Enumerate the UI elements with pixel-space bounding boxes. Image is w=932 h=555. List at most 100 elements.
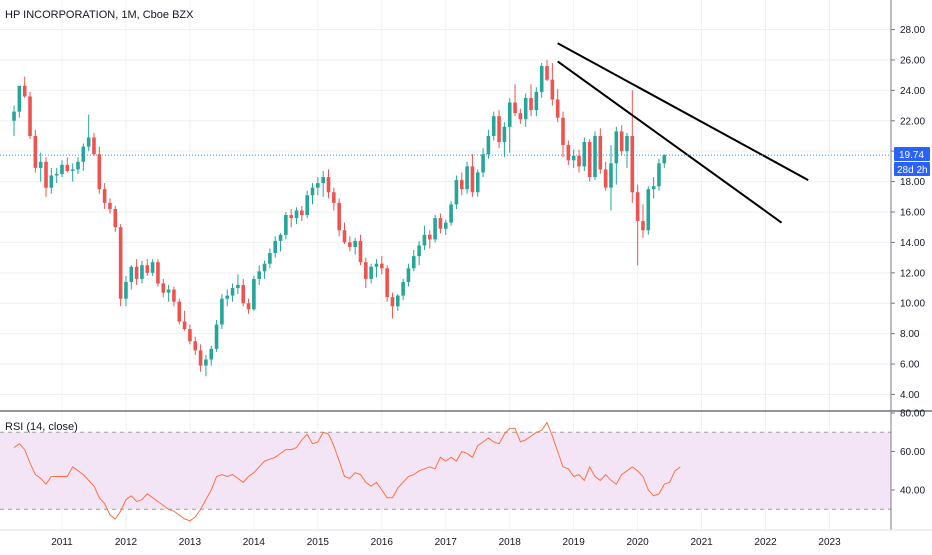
candle-body: [491, 116, 496, 136]
candle: [491, 111, 496, 141]
candle: [406, 263, 411, 287]
candle: [374, 259, 379, 278]
candle: [326, 169, 331, 199]
time-tick-label: 2014: [243, 537, 266, 548]
candle-body: [374, 263, 379, 267]
candle-body: [513, 102, 517, 114]
candle-body: [17, 85, 22, 112]
candles: [12, 59, 667, 377]
candle-body: [332, 192, 336, 203]
candle: [230, 283, 235, 302]
candle: [22, 76, 27, 98]
candle-body: [113, 208, 118, 228]
candle: [593, 131, 597, 181]
candle-body: [118, 227, 123, 299]
candle: [657, 158, 661, 191]
candle-body: [182, 321, 187, 330]
candle: [449, 201, 453, 226]
candle-body: [289, 215, 293, 219]
price-tick-label: 28.00: [900, 25, 925, 36]
candle-body: [305, 195, 309, 216]
candle: [571, 149, 576, 168]
candle-body: [145, 265, 150, 273]
candle-body: [214, 324, 219, 349]
candle: [534, 87, 539, 117]
candle-body: [454, 180, 459, 205]
candle: [438, 213, 443, 234]
candle: [603, 161, 608, 191]
candle: [118, 224, 123, 307]
price-axis[interactable]: 28.0026.0024.0022.0020.0018.0016.0014.00…: [891, 25, 925, 401]
candle: [507, 97, 512, 153]
candle-body: [427, 234, 432, 240]
candle: [641, 204, 645, 238]
candle: [550, 62, 555, 106]
candle-body: [220, 298, 224, 325]
candle-body: [364, 262, 368, 279]
candle-body: [102, 189, 107, 203]
candle-body: [475, 172, 480, 193]
candle-body: [353, 240, 357, 247]
candle-body: [390, 297, 395, 307]
time-tick-label: 2021: [690, 537, 713, 548]
trendline[interactable]: [557, 60, 783, 224]
time-axis[interactable]: 2011 2012 2013 2014 2015 2016 2017 2018 2019 2020…: [51, 537, 841, 548]
time-tick-label: 2019: [563, 537, 586, 548]
rsi-title: RSI (14, close): [5, 421, 78, 433]
candle: [268, 248, 272, 269]
candle-body: [587, 142, 592, 178]
candle: [502, 122, 507, 158]
candle-body: [225, 295, 230, 299]
candle: [566, 140, 571, 165]
candle: [401, 278, 405, 301]
candle-body: [465, 166, 469, 190]
candle: [60, 160, 64, 178]
candle: [70, 163, 75, 182]
candle-body: [81, 146, 86, 162]
time-tick-label: 2020: [627, 537, 650, 548]
candle-body: [49, 175, 54, 188]
trendlines[interactable]: [557, 42, 809, 224]
candle: [38, 152, 43, 182]
candle-body: [321, 177, 325, 184]
candle: [294, 207, 299, 225]
candle: [33, 129, 38, 173]
candle-body: [268, 253, 272, 264]
candle-body: [411, 256, 416, 269]
time-tick-label: 2012: [115, 537, 138, 548]
candle: [523, 93, 528, 127]
candle: [241, 278, 246, 307]
candle-body: [86, 137, 91, 147]
candle: [257, 265, 262, 285]
candle: [81, 143, 86, 171]
candle: [555, 88, 560, 123]
trendline[interactable]: [557, 42, 809, 181]
time-tick-label: 2022: [754, 537, 777, 548]
price-tick-label: 10.00: [900, 299, 925, 310]
candle: [475, 169, 480, 197]
candle-body: [166, 289, 171, 293]
candle: [225, 289, 230, 307]
candle-body: [593, 135, 597, 178]
candle: [364, 257, 368, 289]
candle-body: [241, 284, 246, 304]
candle: [92, 132, 96, 156]
candle: [481, 148, 485, 178]
candle-body: [406, 268, 411, 282]
candle: [353, 237, 357, 255]
rsi-axis[interactable]: 80.00 60.00 40.00: [891, 409, 925, 497]
candle: [385, 265, 389, 302]
candle: [108, 198, 112, 214]
candle-body: [310, 187, 315, 196]
candle-body: [417, 245, 421, 257]
candle: [65, 157, 70, 173]
candle: [44, 157, 48, 197]
candle: [609, 145, 613, 211]
candle: [358, 234, 363, 266]
candle: [161, 278, 166, 298]
candle-body: [161, 283, 166, 293]
candle: [278, 233, 283, 252]
candle: [337, 198, 341, 237]
candle: [332, 187, 336, 211]
